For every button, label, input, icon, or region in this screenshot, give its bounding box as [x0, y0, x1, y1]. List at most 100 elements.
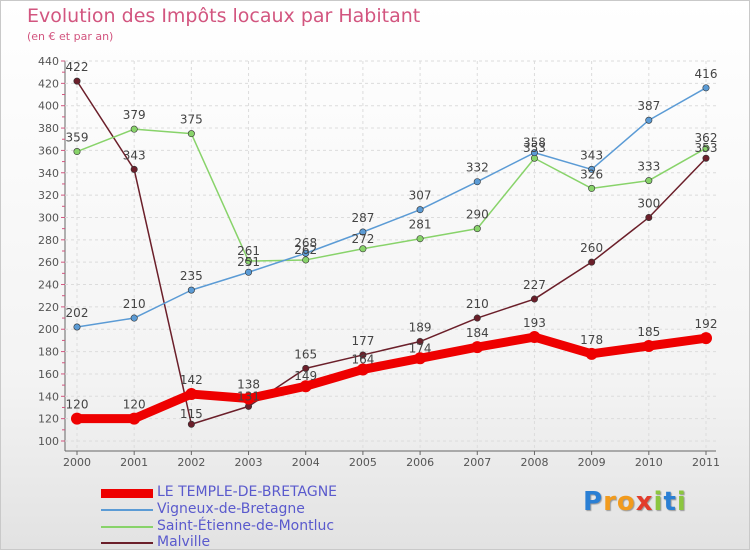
x-tick-label: 2004	[292, 456, 320, 469]
data-label-malville: 300	[637, 196, 660, 210]
legend-swatch-malville	[101, 542, 153, 544]
data-label-overlap: 362	[695, 131, 718, 145]
y-tick-label: 160	[38, 368, 59, 381]
data-point-saint-etienne	[645, 177, 653, 185]
data-point-malville	[359, 351, 367, 359]
x-tick-label: 2001	[120, 456, 148, 469]
brand-letter: x	[635, 487, 654, 517]
data-label-malville: 177	[351, 334, 374, 348]
data-label-overlap: 164	[351, 352, 374, 366]
data-point-malville	[588, 258, 596, 266]
data-point-saint-etienne	[588, 184, 596, 192]
data-label-overlap: 268	[294, 236, 317, 250]
brand-letter: t	[663, 487, 677, 517]
data-label-malville: 227	[523, 278, 546, 292]
data-point-le-temple	[128, 412, 141, 425]
brand-letter: i	[676, 487, 687, 517]
y-tick-label: 220	[38, 301, 59, 314]
data-label-saint-etienne: 375	[180, 113, 203, 127]
data-label-le-temple: 120	[123, 398, 146, 412]
data-point-saint-etienne	[130, 125, 138, 133]
series-line-saint-etienne	[76, 128, 707, 262]
data-point-malville	[73, 77, 81, 85]
x-tick-label: 2000	[63, 456, 91, 469]
data-label-malville: 422	[66, 60, 89, 74]
data-point-saint-etienne	[245, 257, 253, 265]
data-point-le-temple	[642, 340, 655, 352]
data-point-vigneux	[416, 206, 424, 214]
data-label-malville: 260	[580, 241, 603, 255]
series-line-le-temple	[77, 332, 707, 424]
data-point-saint-etienne	[187, 130, 195, 138]
data-point-vigneux	[73, 323, 81, 331]
x-tick-label: 2010	[635, 456, 663, 469]
brand-letter: r	[603, 487, 617, 517]
y-tick-label: 400	[38, 100, 59, 113]
legend-label-saint-etienne: Saint-Étienne-de-Montluc	[157, 518, 335, 534]
data-label-overlap: 261	[237, 244, 260, 258]
x-tick-label: 2003	[235, 456, 263, 469]
data-label-overlap: 149	[294, 369, 317, 383]
data-label-saint-etienne: 333	[637, 160, 660, 174]
data-point-vigneux	[359, 228, 367, 236]
data-label-overlap: 272	[351, 232, 374, 246]
data-point-malville	[302, 364, 310, 372]
data-point-malville	[645, 213, 653, 221]
data-point-vigneux	[130, 314, 138, 322]
legend-swatch-vigneux	[101, 509, 153, 511]
y-tick-label: 200	[38, 323, 59, 336]
data-point-le-temple	[242, 392, 255, 405]
x-tick-label: 2006	[406, 456, 434, 469]
x-tick-label: 2009	[578, 456, 606, 469]
data-point-le-temple	[299, 380, 312, 393]
data-label-le-temple: 192	[695, 317, 718, 331]
data-label-le-temple: 138	[237, 378, 260, 392]
data-point-malville	[187, 420, 195, 428]
y-tick-label: 240	[38, 279, 59, 292]
y-tick-label: 140	[38, 390, 59, 403]
legend-label-malville: Malville	[157, 534, 211, 550]
data-point-le-temple	[585, 347, 598, 360]
x-tick-label: 2007	[463, 456, 491, 469]
data-label-overlap: 251	[237, 255, 260, 269]
data-label-saint-etienne: 379	[123, 108, 146, 122]
legend-label-vigneux: Vigneux-de-Bretagne	[157, 501, 305, 517]
legend-swatch-saint-etienne	[101, 526, 153, 528]
data-point-vigneux	[302, 249, 310, 257]
x-tick-label: 2002	[177, 456, 205, 469]
data-label-vigneux: 202	[66, 306, 89, 320]
data-point-malville	[130, 165, 138, 173]
data-label-saint-etienne: 326	[580, 167, 603, 181]
data-point-saint-etienne	[73, 148, 81, 156]
y-tick-label: 280	[38, 234, 59, 247]
data-label-malville: 343	[123, 148, 146, 162]
data-point-malville	[702, 154, 710, 162]
data-label-le-temple: 193	[523, 316, 546, 330]
data-label-le-temple: 142	[180, 373, 203, 387]
data-point-vigneux	[702, 84, 710, 92]
chart-title: Evolution des Impôts locaux par Habitant	[27, 5, 421, 27]
data-label-overlap: 115	[180, 407, 203, 421]
data-label-le-temple: 184	[466, 326, 489, 340]
data-label-saint-etienne: 359	[66, 131, 89, 145]
data-label-malville: 210	[466, 297, 489, 311]
data-label-malville: 189	[409, 321, 432, 335]
brand-letter: P	[583, 487, 604, 517]
x-tick-label: 2005	[349, 456, 377, 469]
data-point-saint-etienne	[302, 256, 310, 264]
y-tick-label: 420	[38, 77, 59, 90]
x-tick-label: 2008	[520, 456, 548, 469]
y-tick-label: 180	[38, 346, 59, 359]
data-point-vigneux	[530, 149, 538, 157]
data-point-le-temple	[414, 352, 427, 365]
y-tick-label: 320	[38, 189, 59, 202]
data-label-le-temple: 178	[580, 333, 603, 347]
y-tick-label: 360	[38, 144, 59, 157]
y-tick-label: 100	[38, 435, 59, 448]
data-label-overlap: 262	[294, 243, 317, 257]
y-tick-label: 260	[38, 256, 59, 269]
data-label-le-temple: 120	[66, 398, 89, 412]
data-label-overlap: 353	[523, 141, 546, 155]
data-point-le-temple	[528, 331, 541, 344]
